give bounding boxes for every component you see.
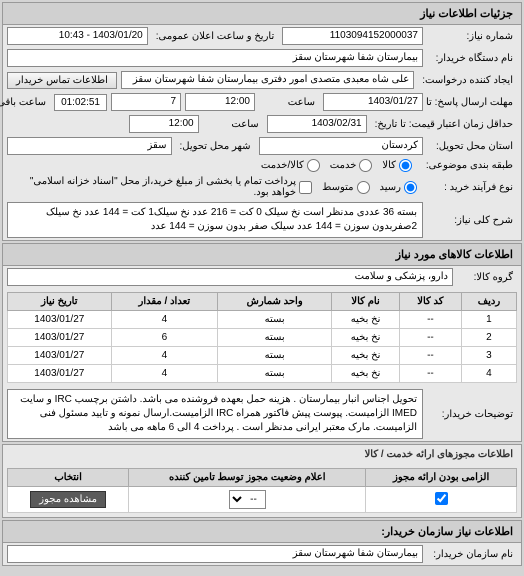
permit-col-0: الزامی بودن ارائه مجوز [366, 469, 517, 487]
panel-title: جزئیات اطلاعات نیاز [3, 3, 521, 25]
announce-date-field: 1403/01/20 - 10:43 [7, 27, 148, 45]
payment-radio-b[interactable]: متوسط [322, 181, 369, 194]
col-unit: واحد شمارش [218, 293, 332, 311]
requester-label: ایجاد کننده درخواست: [418, 75, 517, 86]
col-date: تاریخ نیاز [8, 293, 112, 311]
goods-panel: اطلاعات کالاهای مورد نیاز گروه کالا: دار… [2, 243, 522, 442]
main-panel: جزئیات اطلاعات نیاز شماره نیاز: 11030941… [2, 2, 522, 241]
city-label: شهر محل تحویل: [176, 141, 255, 152]
permit-select[interactable]: -- [229, 490, 266, 509]
permit-col-1: اعلام وضعیت مجوز توسط تامین کننده [129, 469, 366, 487]
buyer-desc-label: توضیحات خریدار: [427, 409, 517, 420]
announce-date-label: تاریخ و ساعت اعلان عمومی: [152, 31, 279, 42]
deadline-date-field: 1403/01/27 [323, 93, 423, 111]
city-field: سقز [7, 137, 172, 155]
priority-radio-kala[interactable]: کالا [382, 159, 412, 172]
table-row: 3--نخ بخیهبسته41403/01/27 [8, 347, 517, 365]
permits-panel: اطلاعات مجوزهای ارائه خدمت / کالا الزامی… [2, 444, 522, 518]
province-field: کردستان [259, 137, 424, 155]
permit-checkbox[interactable] [435, 492, 448, 505]
desc-field: بسته 36 عددی مدنظر است نخ سیلک 0 کت = 21… [7, 202, 423, 238]
desc-label: شرح کلی نیاز: [427, 215, 517, 226]
permits-title: اطلاعات مجوزهای ارائه خدمت / کالا [3, 445, 521, 464]
deadline-label: مهلت ارسال پاسخ: تا تاریخ: [427, 97, 517, 108]
permit-action: مشاهده مجوز [8, 487, 129, 513]
request-no-label: شماره نیاز: [427, 31, 517, 42]
priority-label: طبقه بندی موضوعی: [422, 160, 517, 171]
request-no-field: 1103094152000037 [282, 27, 423, 45]
price-until-time-field: 12:00 [129, 115, 199, 133]
remaining-days-field: 7 [111, 93, 181, 111]
table-row: 4--نخ بخیهبسته41403/01/27 [8, 365, 517, 383]
col-qty: تعداد / مقدار [111, 293, 217, 311]
payment-label: نوع فرآیند خرید : [427, 182, 517, 193]
org-title: اطلاعات نیاز سازمان خریدار: [3, 521, 521, 543]
permit-status: -- [129, 487, 366, 513]
buyer-name-label: نام دستگاه خریدار: [427, 53, 517, 64]
org-field: بیمارستان شفا شهرستان سقز [7, 545, 423, 563]
buyer-name-field: بیمارستان شفا شهرستان سقز [7, 49, 423, 67]
permits-table: الزامی بودن ارائه مجوز اعلام وضعیت مجوز … [7, 468, 517, 513]
deadline-time-field: 12:00 [185, 93, 255, 111]
requester-field: علی شاه معبدی متصدی امور دفتری بیمارستان… [121, 71, 414, 89]
table-row: 2--نخ بخیهبسته61403/01/27 [8, 329, 517, 347]
remaining-label: ساعت باقی مانده [0, 97, 50, 108]
time-label-1: ساعت [259, 97, 319, 108]
col-name: نام کالا [332, 293, 400, 311]
countdown-timer: 01:02:51 [54, 94, 107, 111]
org-panel: اطلاعات نیاز سازمان خریدار: نام سازمان خ… [2, 520, 522, 566]
view-permit-button[interactable]: مشاهده مجوز [30, 491, 106, 508]
payment-radio-c[interactable]: پرداخت تمام یا بخشی از مبلغ خرید،از محل … [7, 176, 312, 198]
price-until-label: حداقل زمان اعتبار قیمت: تا تاریخ: [371, 119, 517, 130]
table-row: 1--نخ بخیهبسته41403/01/27 [8, 311, 517, 329]
group-label: گروه کالا: [457, 272, 517, 283]
priority-radio-both[interactable]: کالا/خدمت [261, 159, 320, 172]
price-until-date-field: 1403/02/31 [267, 115, 367, 133]
col-rownum: ردیف [461, 293, 516, 311]
buyer-desc-field: تحویل اجناس انبار بیمارستان . هزینه حمل … [7, 389, 423, 439]
contact-button[interactable]: اطلاعات تماس خریدار [7, 72, 117, 89]
payment-radio-a[interactable]: رسید [380, 181, 417, 194]
permit-required [366, 487, 517, 513]
time-label-2: ساعت [203, 119, 263, 130]
goods-title: اطلاعات کالاهای مورد نیاز [3, 244, 521, 266]
priority-radio-khadamat[interactable]: خدمت [330, 159, 373, 172]
goods-table: ردیف کد کالا نام کالا واحد شمارش تعداد /… [7, 292, 517, 383]
province-label: استان محل تحویل: [427, 141, 517, 152]
permit-col-2: انتخاب [8, 469, 129, 487]
permit-row: -- مشاهده مجوز [8, 487, 517, 513]
group-field: دارو، پزشکی و سلامت [7, 268, 453, 286]
org-label: نام سازمان خریدار: [427, 549, 517, 560]
col-code: کد کالا [399, 293, 461, 311]
